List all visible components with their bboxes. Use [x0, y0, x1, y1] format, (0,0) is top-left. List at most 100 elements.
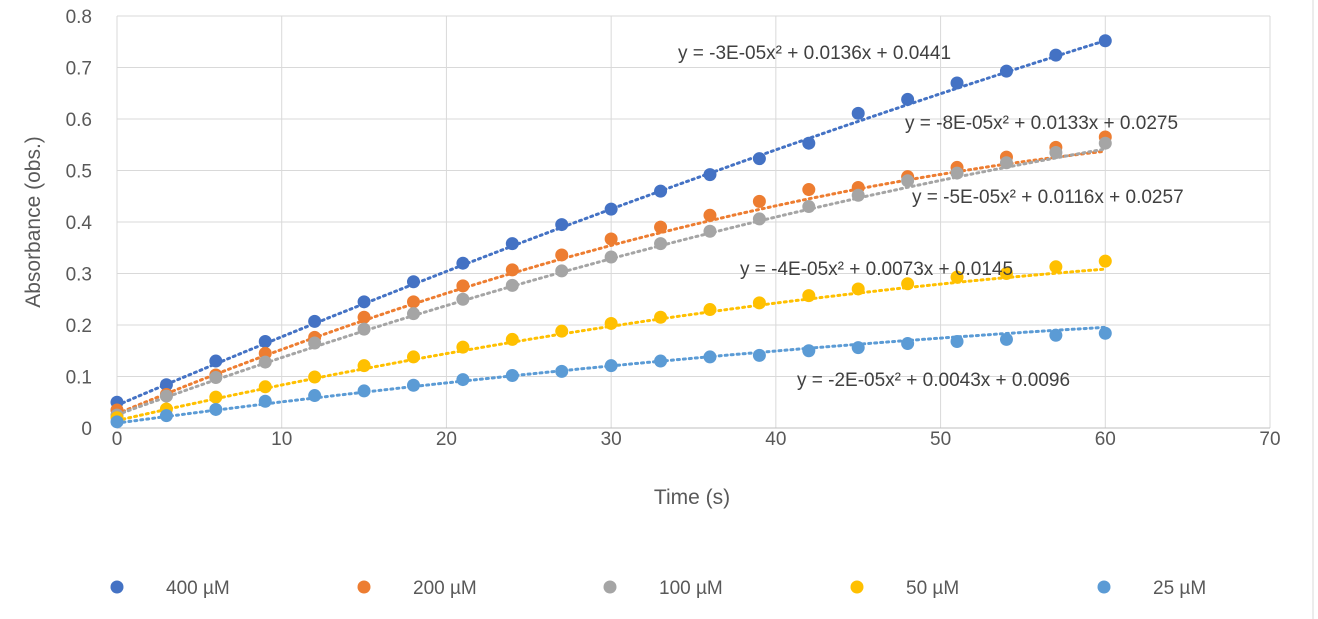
data-point	[209, 371, 223, 385]
trendline-equation: y = -2E-05x² + 0.0043x + 0.0096	[797, 370, 1070, 391]
data-point	[505, 237, 519, 251]
data-point	[654, 184, 668, 198]
legend-label: 200 µM	[413, 578, 477, 599]
legend-marker	[850, 580, 864, 594]
data-point	[654, 310, 668, 324]
data-point	[505, 263, 519, 277]
trendline-equation: y = -5E-05x² + 0.0116x + 0.0257	[912, 187, 1184, 208]
data-point	[950, 166, 964, 180]
trendline-equations: y = -3E-05x² + 0.0136x + 0.0441 y = -8E-0…	[678, 43, 1184, 391]
data-point	[752, 348, 766, 362]
data-point	[505, 332, 519, 346]
data-point	[1049, 328, 1063, 342]
y-axis-title: Absorbance (obs.)	[22, 136, 45, 308]
data-point	[604, 232, 618, 246]
data-point	[258, 334, 272, 348]
data-point	[159, 389, 173, 403]
trendline-equation: y = -8E-05x² + 0.0133x + 0.0275	[905, 113, 1178, 134]
data-point	[901, 337, 915, 351]
x-tick-label: 0	[112, 429, 123, 450]
y-tick-label: 0.3	[66, 265, 92, 286]
tick-labels: 0 10 20 30 40 50 60 70 0 0.1 0.2 0.3 0.4 0.5 0.6 0.7 0.8	[66, 7, 1281, 450]
data-point	[752, 212, 766, 226]
data-point	[456, 256, 470, 270]
data-point	[505, 278, 519, 292]
data-point	[258, 380, 272, 394]
x-tick-label: 70	[1259, 429, 1280, 450]
legend-marker	[1097, 580, 1111, 594]
data-point	[308, 370, 322, 384]
data-point	[802, 200, 816, 214]
data-point	[456, 279, 470, 293]
data-point	[703, 168, 717, 182]
data-point	[1049, 145, 1063, 159]
data-point	[901, 92, 915, 106]
data-point	[604, 250, 618, 264]
x-axis-title: Time (s)	[654, 486, 730, 509]
data-point	[703, 303, 717, 317]
data-point	[456, 373, 470, 387]
gridlines	[116, 15, 1271, 429]
x-tick-label: 60	[1095, 429, 1116, 450]
data-point	[851, 341, 865, 355]
data-point	[456, 340, 470, 354]
data-point	[802, 344, 816, 358]
data-point	[604, 316, 618, 330]
data-point	[555, 364, 569, 378]
trendline-equation: y = -3E-05x² + 0.0136x + 0.0441	[678, 43, 951, 64]
data-point	[851, 188, 865, 202]
y-tick-label: 0.8	[66, 7, 92, 28]
data-point	[999, 267, 1013, 280]
data-point	[357, 310, 371, 324]
data-point	[406, 307, 420, 321]
data-point	[505, 368, 519, 382]
data-point	[357, 295, 371, 309]
data-point	[802, 183, 816, 197]
legend-label: 50 µM	[906, 578, 959, 599]
data-point	[1098, 326, 1112, 340]
legend-label: 25 µM	[1153, 578, 1206, 599]
x-tick-label: 20	[436, 429, 457, 450]
data-point	[851, 106, 865, 120]
data-point	[703, 224, 717, 238]
data-points	[110, 34, 1112, 429]
data-point	[1049, 48, 1063, 62]
y-tick-label: 0.1	[66, 368, 92, 389]
data-point	[555, 218, 569, 232]
x-tick-label: 30	[601, 429, 622, 450]
data-point	[555, 264, 569, 278]
y-tick-label: 0.2	[66, 316, 92, 337]
data-point	[1049, 260, 1063, 274]
data-point	[703, 208, 717, 222]
x-tick-label: 40	[765, 429, 786, 450]
trendline-0	[115, 39, 1107, 407]
y-tick-label: 0.5	[66, 162, 92, 183]
data-point	[703, 350, 717, 364]
data-point	[999, 156, 1013, 170]
data-point	[308, 389, 322, 403]
y-tick-label: 0.6	[66, 110, 92, 131]
data-point	[456, 292, 470, 306]
data-point	[159, 409, 173, 423]
data-point	[999, 332, 1013, 346]
data-point	[308, 336, 322, 350]
data-point	[406, 295, 420, 309]
y-tick-label: 0.7	[66, 59, 92, 80]
legend-label: 400 µM	[166, 578, 230, 599]
y-tick-label: 0.4	[66, 213, 93, 234]
data-point	[752, 152, 766, 166]
data-point	[901, 174, 915, 188]
data-point	[901, 277, 915, 291]
data-point	[1098, 34, 1112, 48]
y-tick-label: 0	[81, 419, 92, 440]
data-point	[752, 194, 766, 208]
data-point	[950, 270, 964, 284]
data-point	[258, 394, 272, 408]
data-point	[406, 378, 420, 392]
legend: 400 µM 200 µM 100 µM 50 µM 25 µM	[110, 578, 1206, 599]
data-point	[555, 248, 569, 262]
data-point	[802, 136, 816, 150]
data-point	[654, 354, 668, 368]
data-point	[999, 64, 1013, 78]
